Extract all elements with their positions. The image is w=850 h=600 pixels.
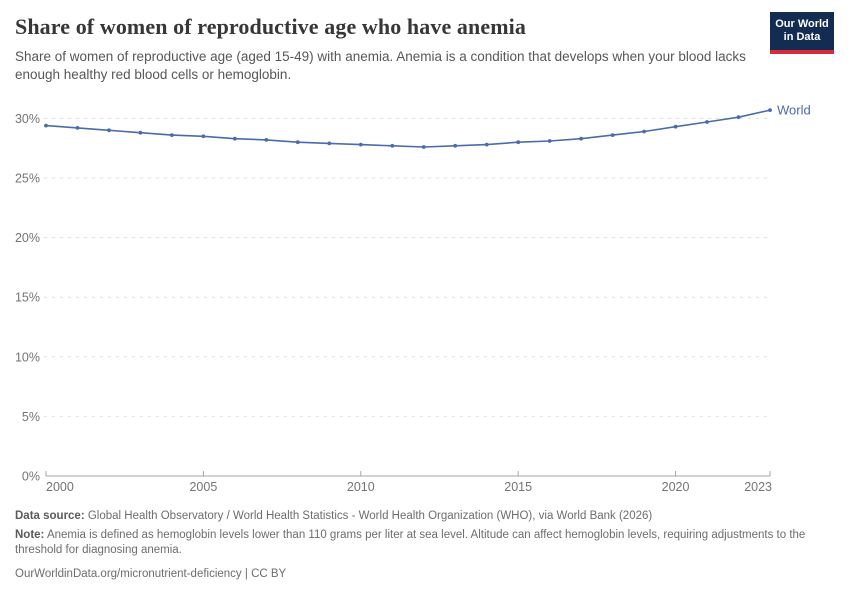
- data-point[interactable]: [233, 136, 237, 141]
- note-label: Note:: [15, 529, 45, 541]
- data-point[interactable]: [736, 115, 741, 120]
- chart-footer: Data source: Global Health Observatory /…: [15, 509, 835, 582]
- data-point[interactable]: [421, 145, 426, 149]
- data-point[interactable]: [673, 124, 678, 129]
- note-line: Note: Anemia is defined as hemoglobin le…: [15, 528, 807, 558]
- data-point[interactable]: [453, 143, 458, 148]
- page-title: Share of women of reproductive age who h…: [15, 14, 526, 39]
- chart-subtitle: Share of women of reproductive age (aged…: [15, 49, 746, 82]
- data-source-label: Data source:: [15, 510, 85, 522]
- x-tick-label: 2023: [744, 480, 772, 494]
- x-tick-label: 2020: [662, 480, 690, 494]
- y-tick-label: 5%: [22, 410, 40, 424]
- y-tick-label: 10%: [15, 350, 40, 364]
- y-tick-label: 25%: [15, 172, 40, 186]
- data-point[interactable]: [610, 133, 615, 138]
- data-point[interactable]: [75, 126, 80, 130]
- data-point[interactable]: [170, 133, 174, 138]
- data-point[interactable]: [44, 123, 48, 128]
- y-tick-label: 30%: [15, 112, 40, 126]
- x-tick-label: 2015: [504, 480, 532, 494]
- y-tick-label: 20%: [15, 231, 40, 245]
- license-label: CC BY: [251, 568, 287, 580]
- data-point[interactable]: [642, 129, 646, 134]
- owid-logo-line2: in Data: [783, 31, 821, 43]
- data-point[interactable]: [327, 141, 332, 146]
- y-tick-label: 15%: [15, 291, 40, 305]
- data-point[interactable]: [358, 142, 363, 147]
- data-point[interactable]: [264, 138, 269, 142]
- data-point[interactable]: [138, 130, 143, 135]
- note-text: Anemia is defined as hemoglobin levels l…: [15, 529, 806, 556]
- data-point[interactable]: [201, 134, 206, 139]
- data-point[interactable]: [390, 143, 395, 148]
- data-point[interactable]: [579, 136, 583, 141]
- world-line[interactable]: [45, 109, 771, 148]
- x-tick-label: 2000: [46, 480, 74, 494]
- data-point[interactable]: [516, 140, 521, 145]
- y-tick-label: 0%: [22, 470, 40, 484]
- series-end-label: World: [777, 103, 811, 118]
- chart-header: Share of women of reproductive age who h…: [15, 12, 835, 84]
- owid-logo[interactable]: Our World in Data: [770, 12, 834, 54]
- citation-separator: |: [241, 568, 252, 580]
- owid-url-link[interactable]: OurWorldinData.org/micronutrient-deficie…: [15, 568, 242, 580]
- data-point[interactable]: [768, 108, 772, 112]
- data-point[interactable]: [484, 142, 489, 147]
- data-point[interactable]: [705, 120, 709, 124]
- citation-line: OurWorldinData.org/micronutrient-deficie…: [15, 567, 835, 582]
- x-tick-label: 2005: [189, 480, 217, 494]
- x-tick-label: 2010: [347, 480, 375, 494]
- data-point[interactable]: [107, 128, 111, 133]
- owid-logo-line1: Our World: [775, 18, 829, 30]
- data-source-text: Global Health Observatory / World Health…: [84, 510, 653, 522]
- data-point[interactable]: [547, 139, 552, 143]
- data-point[interactable]: [295, 140, 300, 145]
- data-source-line: Data source: Global Health Observatory /…: [15, 509, 835, 524]
